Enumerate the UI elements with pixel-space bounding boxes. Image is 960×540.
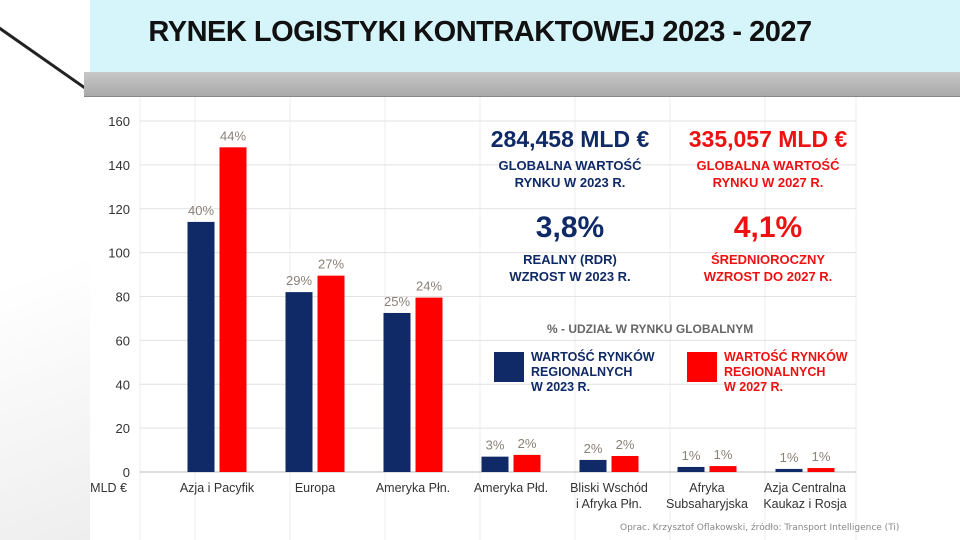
bar-2023 xyxy=(775,468,803,472)
label-2023-line1: GLOBALNA WARTOŚĆ xyxy=(498,158,642,173)
growth-2023-value: 3,8% xyxy=(535,211,605,244)
bar-2023 xyxy=(677,466,705,472)
y-tick-label: 60 xyxy=(116,333,130,348)
sky-background xyxy=(0,0,960,74)
growth-2027: 4,1% ŚREDNIOROCZNY WZROST DO 2027 R. xyxy=(673,211,863,285)
legend-2023-line3: W 2023 R. xyxy=(531,380,591,394)
y-tick-label: 100 xyxy=(108,246,130,261)
x-tick-label: Bliski Wschód xyxy=(570,481,648,495)
data-label: 24% xyxy=(416,279,442,294)
y-tick-label: 140 xyxy=(108,158,130,173)
bar-2027 xyxy=(219,147,247,472)
legend-2023: WARTOŚĆ RYNKÓW REGIONALNYCH W 2023 R. xyxy=(531,350,655,395)
data-label: 29% xyxy=(286,273,312,288)
stat-2023: 284,458 MLD € GLOBALNA WARTOŚĆ RYNKU W 2… xyxy=(475,126,665,191)
bar-2027 xyxy=(317,275,345,472)
data-label: 1% xyxy=(714,447,733,462)
data-label: 2% xyxy=(584,441,603,456)
growth-2027-line1: ŚREDNIOROCZNY xyxy=(710,252,826,267)
y-tick-label: 0 xyxy=(123,465,130,480)
growth-2027-line2: WZROST DO 2027 R. xyxy=(703,269,833,284)
x-tick-label: Kaukaz i Rosja xyxy=(763,497,846,511)
bar-2027 xyxy=(513,454,541,472)
x-tick-label: Europa xyxy=(295,481,335,495)
x-tick-label: i Afryka Płn. xyxy=(576,497,642,511)
legend-swatch-2023 xyxy=(494,352,524,382)
legend-2027-line1: WARTOŚĆ RYNKÓW xyxy=(724,350,848,364)
data-label: 40% xyxy=(188,203,214,218)
growth-2023-line1: REALNY (RDR) xyxy=(523,252,617,267)
growth-2023: 3,8% REALNY (RDR) WZROST W 2023 R. xyxy=(475,211,665,285)
x-tick-label: Ameryka Płn. xyxy=(376,481,450,495)
bar-2023 xyxy=(187,221,215,472)
y-tick-label: 160 xyxy=(108,114,130,129)
bar-2023 xyxy=(481,456,509,472)
label-2027-line1: GLOBALNA WARTOŚĆ xyxy=(696,158,840,173)
bar-2027 xyxy=(709,466,737,472)
legend-2027: WARTOŚĆ RYNKÓW REGIONALNYCH W 2027 R. xyxy=(724,350,848,395)
y-tick-label: 40 xyxy=(116,377,130,392)
bar-2027 xyxy=(611,455,639,472)
x-tick-label: Azja Centralna xyxy=(764,481,846,495)
data-label: 2% xyxy=(518,436,537,451)
label-2027-line2: RYNKU W 2027 R. xyxy=(712,175,824,190)
value-2027: 335,057 MLD € xyxy=(688,126,848,152)
y-tick-label: 120 xyxy=(108,202,130,217)
share-note: % - UDZIAŁ W RYNKU GLOBALNYM xyxy=(547,322,754,336)
value-2023: 284,458 MLD € xyxy=(490,126,650,152)
legend-2027-line2: REGIONALNYCH xyxy=(724,365,826,379)
x-tick-label: Subsaharyjska xyxy=(666,497,748,511)
page-title: RYNEK LOGISTYKI KONTRAKTOWEJ 2023 - 2027 xyxy=(148,16,812,48)
legend-2023-line2: REGIONALNYCH xyxy=(531,365,633,379)
data-label: 1% xyxy=(812,449,831,464)
growth-2027-value: 4,1% xyxy=(733,211,803,244)
building-wall xyxy=(0,0,90,540)
bar-2023 xyxy=(285,292,313,472)
label-2023-line2: RYNKU W 2023 R. xyxy=(514,175,626,190)
data-label: 27% xyxy=(318,257,344,272)
roof-ledge xyxy=(84,72,960,97)
legend-2027-line3: W 2027 R. xyxy=(724,380,784,394)
x-tick-label: Afryka xyxy=(689,481,724,495)
data-label: 44% xyxy=(220,128,246,143)
data-label: 2% xyxy=(616,437,635,452)
source-note: Oprac. Krzysztof Oflakowski, źródło: Tra… xyxy=(620,523,900,533)
data-label: 25% xyxy=(384,294,410,309)
y-tick-label: 20 xyxy=(116,421,130,436)
data-label: 1% xyxy=(682,448,701,463)
bar-2027 xyxy=(807,468,835,472)
y-tick-label: 80 xyxy=(116,290,130,305)
growth-2023-line2: WZROST W 2023 R. xyxy=(509,269,631,284)
stat-2027: 335,057 MLD € GLOBALNA WARTOŚĆ RYNKU W 2… xyxy=(673,126,863,191)
legend-2023-line1: WARTOŚĆ RYNKÓW xyxy=(531,350,655,364)
y-axis-label: MLD € xyxy=(90,481,127,495)
bar-2027 xyxy=(415,297,443,472)
bar-2023 xyxy=(579,459,607,472)
legend-swatch-2027 xyxy=(687,352,717,382)
x-tick-label: Ameryka Płd. xyxy=(474,481,548,495)
x-tick-label: Azja i Pacyfik xyxy=(180,481,255,495)
data-label: 1% xyxy=(780,450,799,465)
data-label: 3% xyxy=(486,438,505,453)
bar-2023 xyxy=(383,312,411,472)
